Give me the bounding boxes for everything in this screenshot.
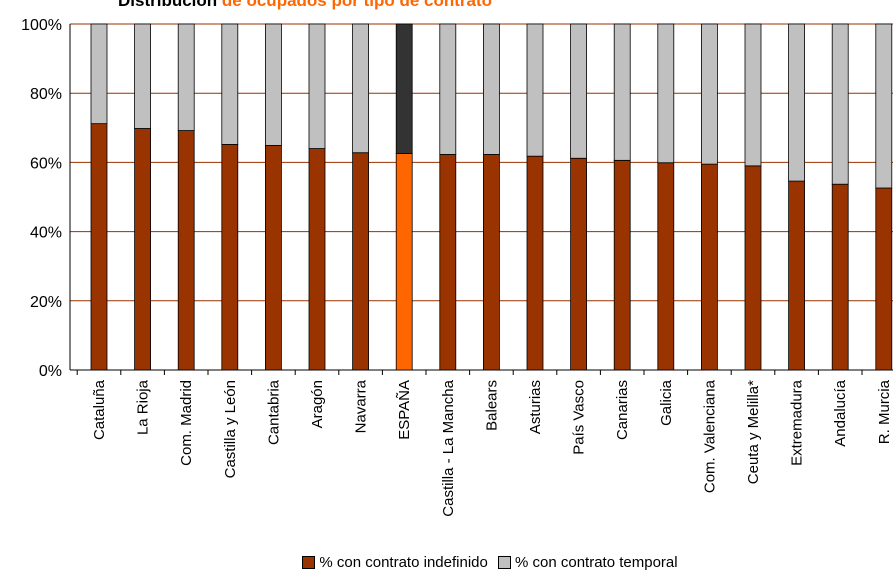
bar-segment-indefinido (352, 152, 370, 371)
bar-segment-indefinido (526, 155, 544, 371)
x-category-label: Balears (483, 380, 500, 431)
x-category-label: Com. Valenciana (701, 379, 718, 493)
bar-segment-temporal (308, 23, 326, 149)
bar-segment-temporal (395, 23, 413, 154)
legend-swatch-temporal (498, 556, 512, 569)
y-tick-label: 0% (39, 363, 62, 380)
bar-segment-indefinido (657, 162, 675, 371)
bar-segment-indefinido (788, 180, 805, 371)
bar-segment-temporal (90, 23, 108, 125)
bar-segment-indefinido (744, 165, 762, 371)
x-category-label: ESPAÑA (396, 380, 413, 440)
x-category-label: Castilla y León (222, 380, 239, 478)
bar-segment-temporal (526, 23, 544, 157)
bar-segment-indefinido (308, 148, 326, 371)
bar-segment-temporal (875, 23, 893, 189)
bar-segment-indefinido (570, 157, 587, 371)
y-tick-label: 20% (30, 294, 62, 311)
chart-legend: % con contrato indefinido % con contrato… (0, 554, 893, 573)
bar-segment-indefinido (439, 154, 457, 371)
x-category-label: Galicia (658, 379, 675, 426)
bar-segment-indefinido (90, 123, 108, 371)
bar-segment-indefinido (177, 130, 195, 371)
bar-segment-temporal (439, 23, 457, 155)
bar-segment-indefinido (395, 153, 413, 371)
bar-segment-indefinido (264, 145, 282, 371)
x-category-label: Asturias (527, 380, 544, 434)
bar-segment-indefinido (875, 187, 893, 371)
bar-segment-temporal (613, 23, 631, 161)
bar-segment-temporal (352, 23, 370, 154)
chart-title: Distribución de ocupados por tipo de con… (118, 0, 492, 11)
x-category-label: Cantabria (265, 379, 282, 445)
x-category-label: Ceuta y Melilla* (745, 380, 762, 484)
y-tick-label: 80% (30, 86, 62, 103)
x-category-label: Andalucía (832, 379, 849, 446)
x-category-label: Cataluña (91, 379, 108, 440)
chart-title-part2: de ocupados por tipo de contrato (221, 0, 493, 10)
bar-segment-temporal (831, 23, 849, 185)
bar-segment-temporal (134, 23, 152, 129)
bar-segment-temporal (744, 23, 762, 167)
x-category-label: Aragón (309, 380, 326, 428)
legend-item-temporal: % con contrato temporal (498, 554, 678, 571)
bar-segment-temporal (482, 23, 500, 155)
bar-segment-temporal (701, 23, 718, 165)
bar-segment-indefinido (701, 163, 718, 371)
bar-segment-indefinido (134, 128, 152, 371)
bar-segment-temporal (657, 23, 675, 164)
x-category-label: Extremadura (789, 379, 806, 466)
x-category-label: Canarias (614, 380, 631, 440)
bar-segment-temporal (264, 23, 282, 146)
bar-segment-temporal (221, 23, 239, 145)
legend-swatch-indefinido (302, 556, 316, 569)
bar-segment-indefinido (613, 159, 631, 371)
legend-label-indefinido: % con contrato indefinido (319, 554, 488, 571)
chart-title-part1: Distribución (118, 0, 222, 10)
bar-segment-indefinido (482, 154, 500, 371)
x-category-label: La Rioja (135, 379, 152, 435)
x-category-label: R. Murcia (876, 379, 893, 444)
bar-segment-indefinido (221, 144, 239, 371)
bar-segment-indefinido (831, 183, 849, 371)
bar-segment-temporal (570, 23, 587, 159)
x-category-label: Castilla - La Mancha (440, 379, 457, 516)
x-category-label: Com. Madrid (178, 380, 195, 466)
x-category-label: País Vasco (571, 380, 588, 455)
bar-segment-temporal (788, 23, 805, 182)
y-tick-label: 100% (21, 17, 62, 34)
legend-item-indefinido: % con contrato indefinido (302, 554, 488, 571)
x-category-label: Navarra (353, 379, 370, 433)
y-tick-label: 60% (30, 155, 62, 172)
legend-label-temporal: % con contrato temporal (515, 554, 678, 571)
bar-segment-temporal (177, 23, 195, 131)
y-tick-label: 40% (30, 225, 62, 242)
